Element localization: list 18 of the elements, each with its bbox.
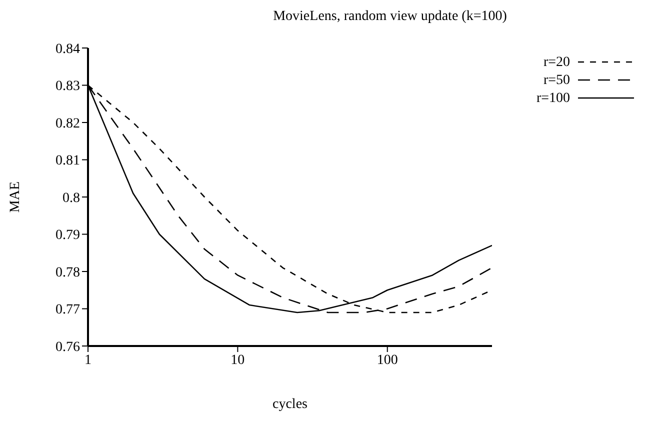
y-tick-label: 0.81 (56, 154, 80, 169)
y-tick-label: 0.83 (56, 79, 80, 94)
x-tick-label: 10 (230, 352, 245, 368)
y-axis-title: MAE (8, 181, 23, 213)
y-tick-label: 0.82 (56, 116, 80, 132)
y-tick-label: 0.8 (62, 190, 80, 206)
legend-label: r=50 (543, 73, 570, 88)
x-axis-title: cycles (272, 397, 308, 412)
x-tick-label: 1 (84, 352, 92, 368)
y-tick-label: 0.77 (56, 302, 80, 318)
x-tick-label: 100 (376, 352, 398, 368)
y-tick-label: 0.79 (56, 228, 80, 244)
y-tick-label: 0.76 (56, 340, 80, 355)
legend-label: r=100 (536, 91, 570, 106)
legend-label: r=20 (543, 55, 570, 70)
chart-title: MovieLens, random view update (k=100) (272, 8, 508, 26)
y-tick-label: 0.78 (56, 265, 80, 280)
y-tick-label: 0.84 (56, 42, 80, 57)
